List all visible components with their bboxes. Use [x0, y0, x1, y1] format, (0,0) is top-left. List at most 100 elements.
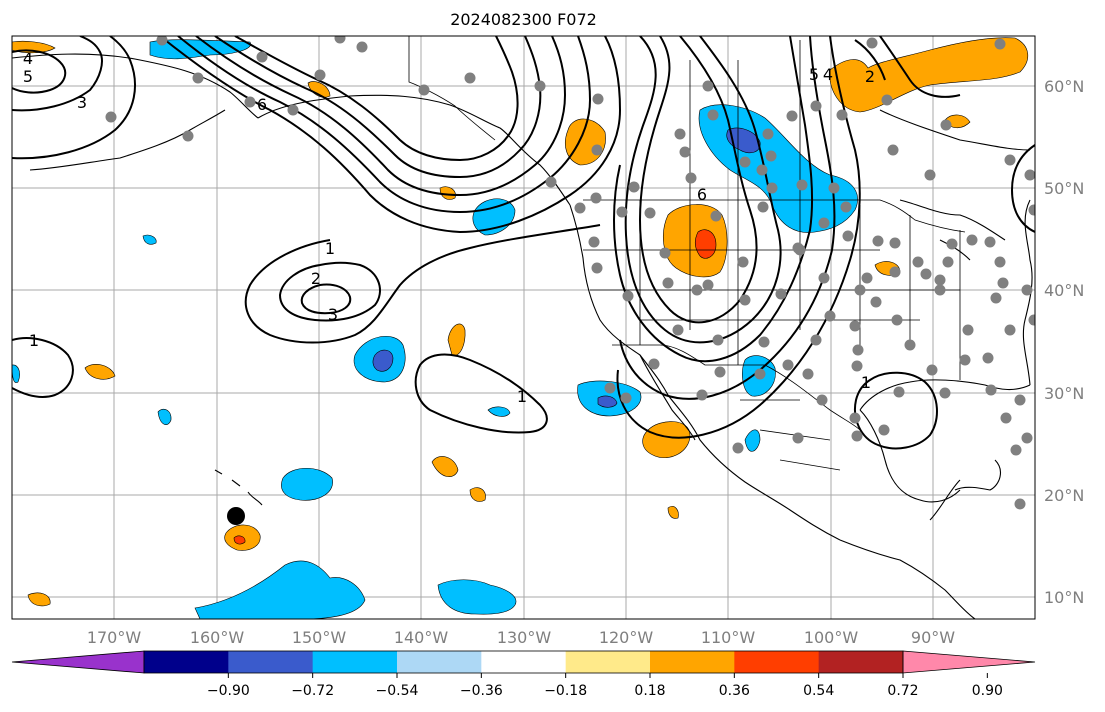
station-markers: [105, 36, 1035, 510]
station-dot: [739, 156, 751, 168]
station-dot: [334, 36, 346, 44]
station-dot: [710, 210, 722, 222]
station-dot: [861, 272, 873, 284]
station-dot: [824, 310, 836, 322]
coast-alaska-north: [12, 53, 259, 119]
station-dot: [712, 334, 724, 346]
station-dot: [920, 268, 932, 280]
station-dot: [659, 247, 671, 259]
station-dot: [959, 354, 971, 366]
station-dot: [765, 150, 777, 162]
station-dot: [887, 144, 899, 156]
pos-anomaly-small-1: [439, 186, 456, 200]
station-dot: [934, 284, 946, 296]
contour-label: 1: [517, 387, 527, 406]
contour-canada-east: [854, 36, 961, 98]
contour-label: 1: [29, 331, 39, 350]
coast-hudson: [879, 109, 1031, 151]
station-dot: [816, 394, 828, 406]
station-dot: [842, 230, 854, 242]
lon-label: 130°W: [497, 628, 552, 647]
station-dot: [591, 144, 603, 156]
contour-sub-1: [414, 353, 548, 434]
station-dot: [685, 172, 697, 184]
station-dot: [792, 242, 804, 254]
colorbar-tick-label: 0.36: [719, 683, 750, 699]
station-dot: [940, 119, 952, 131]
map-frame: [11, 35, 1036, 620]
station-dot: [942, 256, 954, 268]
station-dot: [1010, 444, 1022, 456]
lat-label: 40°N: [1044, 281, 1084, 300]
lat-label: 30°N: [1044, 384, 1084, 403]
station-dot: [818, 272, 830, 284]
lon-label: 170°W: [87, 628, 142, 647]
colorbar-segment: [144, 651, 229, 673]
station-dot: [836, 109, 848, 121]
station-dot: [592, 93, 604, 105]
colorbar-segment: [734, 651, 820, 673]
station-dot: [1021, 432, 1033, 444]
coast-aleutians: [29, 109, 226, 171]
contour-ridge-4: [619, 36, 836, 400]
station-dot: [756, 164, 768, 176]
pos-anomaly-small-3: [27, 592, 51, 607]
longitude-labels: 170°W 160°W 150°W 140°W 130°W 120°W 110°…: [87, 628, 955, 647]
station-dot: [737, 256, 749, 268]
station-dot: [545, 176, 557, 188]
station-dot: [1000, 412, 1012, 424]
station-dot: [702, 80, 714, 92]
anomaly-fills: [12, 37, 1028, 619]
station-dot: [732, 442, 744, 454]
station-dot: [792, 432, 804, 444]
contour-pacific-2: [278, 261, 381, 322]
pos-anomaly-pacific-4: [84, 364, 116, 380]
neg-anomaly-small-1: [142, 234, 157, 245]
lon-label: 160°W: [190, 628, 245, 647]
station-dot: [786, 110, 798, 122]
station-dot: [872, 235, 884, 247]
colorbar-ticks: −0.90 −0.72 −0.54 −0.36 −0.18 0.18 0.36 0.54 0.7…: [207, 673, 1003, 699]
neg-anomaly-small-2: [157, 408, 172, 425]
contour-alaska-4: [12, 49, 67, 94]
coast-pacific-nw: [569, 204, 669, 396]
lat-label: 10°N: [1044, 588, 1084, 607]
contour-label: 4: [23, 49, 33, 68]
station-dot: [674, 128, 686, 140]
latitude-labels: 60°N 50°N 40°N 30°N 20°N 10°N: [1044, 77, 1084, 607]
station-dot: [182, 130, 194, 142]
station-dot: [818, 217, 830, 229]
station-dot: [852, 344, 864, 356]
station-dot: [891, 314, 903, 326]
pos-anomaly-pacific-3: [469, 487, 486, 502]
station-dot: [758, 336, 770, 348]
station-dot: [994, 256, 1006, 268]
pos-anomaly-pacific-2: [431, 456, 459, 477]
contour-label: 2: [865, 67, 875, 86]
station-dot: [985, 384, 997, 396]
station-dot: [854, 284, 866, 296]
station-dot: [588, 236, 600, 248]
station-dot: [851, 360, 863, 372]
station-dot: [679, 146, 691, 158]
lon-label: 100°W: [804, 628, 859, 647]
station-dot: [962, 324, 974, 336]
station-dot: [696, 389, 708, 401]
map-title: 2024082300 F072: [450, 10, 597, 29]
coast-gulf-alaska: [257, 94, 571, 206]
colorbar-tick-label: 0.18: [634, 683, 665, 699]
neg-anomaly-pacific-core: [372, 349, 394, 372]
lat-label: 60°N: [1044, 77, 1084, 96]
station-dot: [939, 387, 951, 399]
contour-label: 6: [257, 95, 267, 114]
colorbar-extend-max: [902, 650, 1036, 674]
station-dot: [662, 277, 674, 289]
contour-alaska-2: [12, 36, 136, 160]
station-dot: [912, 256, 924, 268]
station-dot: [622, 290, 634, 302]
station-dot: [754, 368, 766, 380]
station-dot: [878, 424, 890, 436]
station-dot: [893, 386, 905, 398]
neg-anomaly-tropics: [194, 560, 366, 619]
